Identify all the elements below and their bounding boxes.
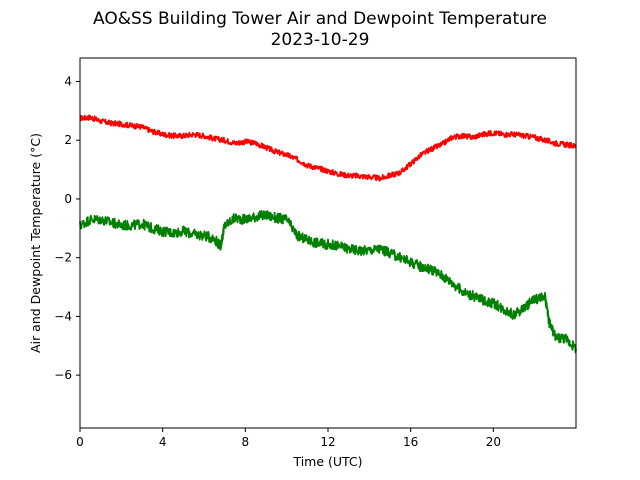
chart-subtitle: 2023-10-29 — [271, 30, 370, 50]
y-tick-label: 2 — [64, 133, 72, 147]
x-tick-label: 12 — [320, 435, 335, 449]
x-tick-label: 0 — [76, 435, 84, 449]
x-axis-label: Time (UTC) — [292, 454, 362, 469]
y-tick-label: 0 — [64, 192, 72, 206]
x-tick-label: 20 — [486, 435, 501, 449]
y-tick-label: 4 — [64, 74, 72, 88]
x-tick-label: 4 — [159, 435, 167, 449]
y-axis: 4 2 0 −2 −4 −6 — [54, 74, 80, 382]
x-tick-label: 8 — [242, 435, 250, 449]
x-axis: 0 4 8 12 16 20 — [76, 428, 501, 449]
series-line-1 — [79, 114, 577, 182]
y-tick-label: −6 — [54, 368, 72, 382]
y-tick-label: −4 — [54, 309, 72, 323]
y-axis-label: Air and Dewpoint Temperature (°C) — [28, 133, 43, 353]
series-layer — [79, 114, 577, 354]
y-tick-label: −2 — [54, 251, 72, 265]
series-line-2 — [79, 210, 577, 354]
chart-title: AO&SS Building Tower Air and Dewpoint Te… — [93, 9, 547, 29]
x-tick-label: 16 — [403, 435, 418, 449]
